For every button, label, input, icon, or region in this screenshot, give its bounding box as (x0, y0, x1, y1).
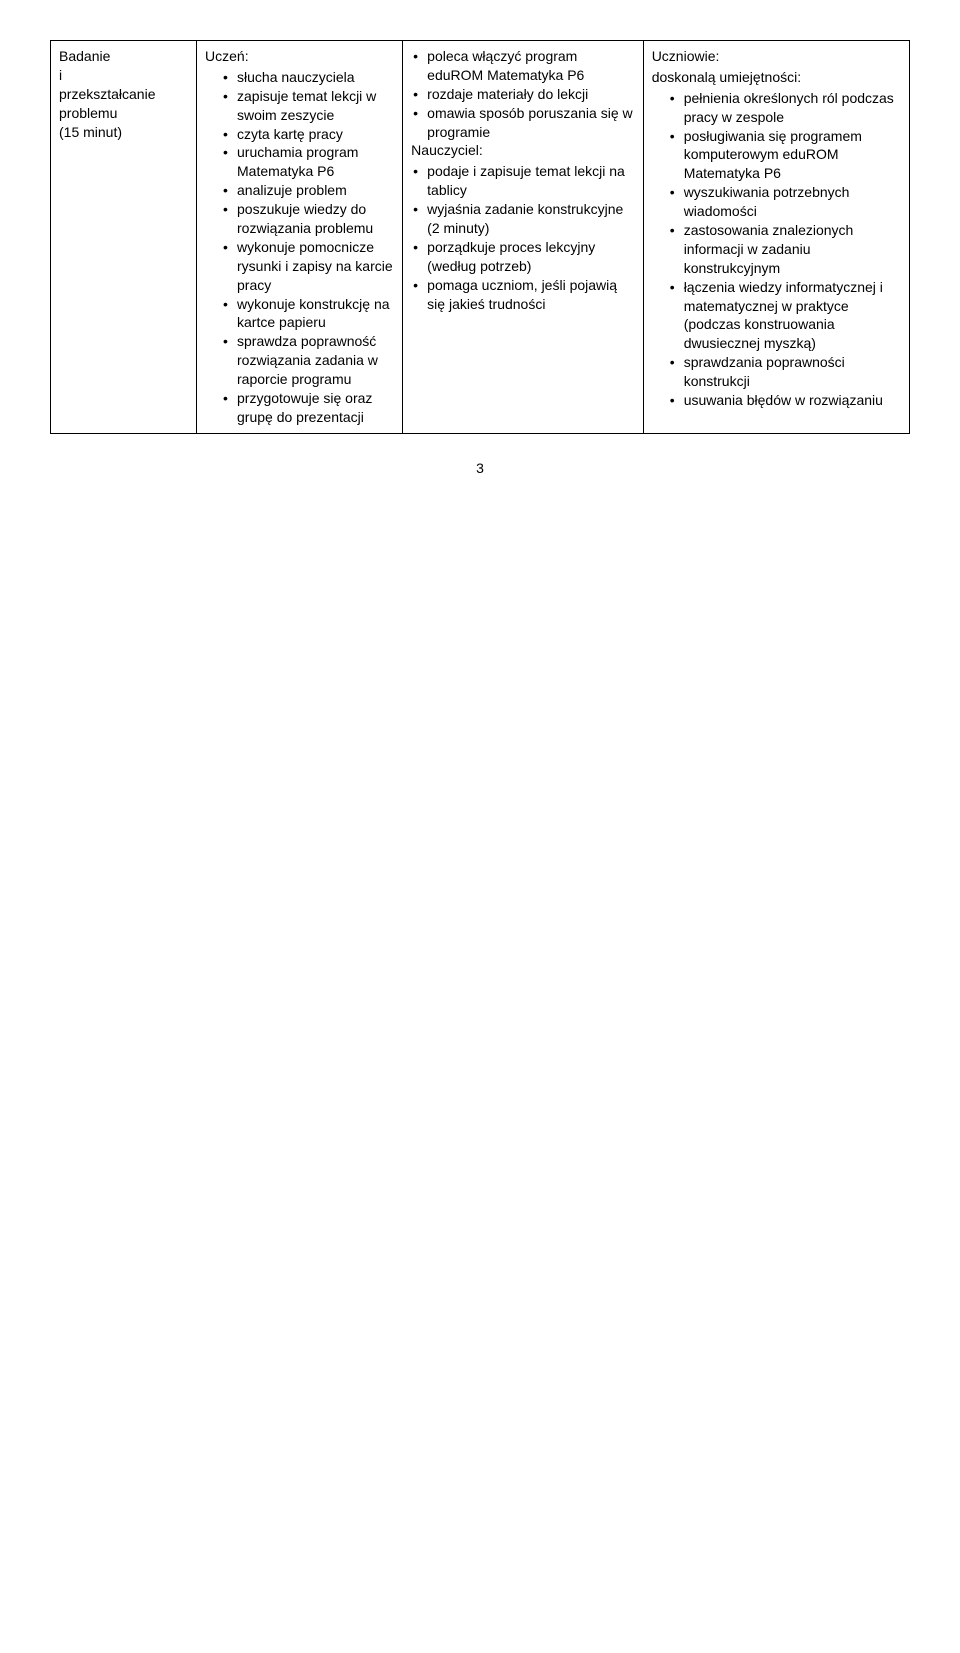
list-item: wyszukiwania potrzebnych wiadomości (652, 183, 901, 221)
list-item: podaje i zapisuje temat lekcji na tablic… (411, 162, 635, 200)
lesson-table: Badanie i przekształcanie problemu (15 m… (50, 40, 910, 434)
list-item: wykonuje pomocnicze rysunki i zapisy na … (205, 238, 394, 295)
list-item: wyjaśnia zadanie konstrukcyjne (2 minuty… (411, 200, 635, 238)
list-item: poszukuje wiedzy do rozwiązania problemu (205, 200, 394, 238)
teacher-pre-list: poleca włączyć program eduROM Matematyka… (411, 47, 635, 141)
phase-line: przekształcanie (59, 85, 188, 104)
list-item: usuwania błędów w rozwiązaniu (652, 391, 901, 410)
page-number: 3 (50, 434, 910, 476)
outcome-cell: Uczniowie: doskonalą umiejętności: pełni… (643, 41, 909, 434)
outcome-list: pełnienia określonych ról podczas pracy … (652, 89, 901, 410)
outcome-heading: Uczniowie: (652, 47, 901, 66)
list-item: uruchamia program Matematyka P6 (205, 143, 394, 181)
phase-line: problemu (59, 104, 188, 123)
student-heading: Uczeń: (205, 47, 394, 66)
teacher-list: podaje i zapisuje temat lekcji na tablic… (411, 162, 635, 313)
teacher-cell: poleca włączyć program eduROM Matematyka… (403, 41, 644, 434)
list-item: zapisuje temat lekcji w swoim zeszycie (205, 87, 394, 125)
outcome-subheading: doskonalą umiejętności: (652, 68, 901, 87)
phase-cell: Badanie i przekształcanie problemu (15 m… (51, 41, 197, 434)
list-item: porządkuje proces lekcyjny (według potrz… (411, 238, 635, 276)
list-item: czyta kartę pracy (205, 125, 394, 144)
list-item: łączenia wiedzy informatycznej i matemat… (652, 278, 901, 354)
list-item: pełnienia określonych ról podczas pracy … (652, 89, 901, 127)
list-item: analizuje problem (205, 181, 394, 200)
student-cell: Uczeń: słucha nauczyciela zapisuje temat… (197, 41, 403, 434)
table-row: Badanie i przekształcanie problemu (15 m… (51, 41, 910, 434)
list-item: rozdaje materiały do lekcji (411, 85, 635, 104)
phase-line: i (59, 66, 188, 85)
list-item: sprawdza poprawność rozwiązania zadania … (205, 332, 394, 389)
list-item: przygotowuje się oraz grupę do prezentac… (205, 389, 394, 427)
phase-line: (15 minut) (59, 123, 188, 142)
list-item: zastosowania znalezionych informacji w z… (652, 221, 901, 278)
list-item: słucha nauczyciela (205, 68, 394, 87)
list-item: posługiwania się programem komputerowym … (652, 127, 901, 184)
page: Badanie i przekształcanie problemu (15 m… (0, 0, 960, 506)
list-item: sprawdzania poprawności konstrukcji (652, 353, 901, 391)
list-item: poleca włączyć program eduROM Matematyka… (411, 47, 635, 85)
teacher-heading: Nauczyciel: (411, 141, 635, 160)
phase-line: Badanie (59, 47, 188, 66)
list-item: wykonuje konstrukcję na kartce papieru (205, 295, 394, 333)
student-list: słucha nauczyciela zapisuje temat lekcji… (205, 68, 394, 427)
list-item: pomaga uczniom, jeśli pojawią się jakieś… (411, 276, 635, 314)
list-item: omawia sposób poruszania się w programie (411, 104, 635, 142)
